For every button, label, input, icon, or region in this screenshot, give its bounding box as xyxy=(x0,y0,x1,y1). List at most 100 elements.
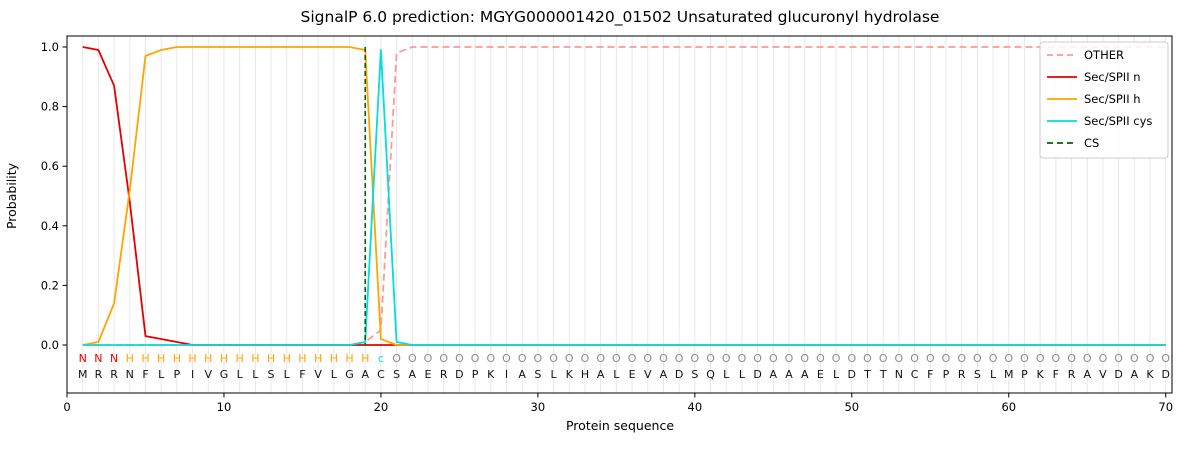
plot-border xyxy=(66,35,1173,394)
region-label: H xyxy=(314,352,322,365)
region-label: O xyxy=(534,352,543,365)
residue-letter: S xyxy=(974,368,981,381)
residue-letter: T xyxy=(863,368,871,381)
region-label: O xyxy=(643,352,652,365)
region-label: O xyxy=(1020,352,1029,365)
residue-letter: A xyxy=(1131,368,1139,381)
residue-letter: P xyxy=(472,368,479,381)
residue-letter: A xyxy=(660,368,668,381)
region-label: O xyxy=(549,352,558,365)
residue-letter: Q xyxy=(706,368,715,381)
region-label: O xyxy=(1130,352,1139,365)
residue-letter: A xyxy=(597,368,605,381)
legend-label: Sec/SPII cys xyxy=(1084,114,1152,128)
residue-letter: E xyxy=(425,368,432,381)
residue-letter: C xyxy=(377,368,385,381)
series-line-sec-spii-h xyxy=(82,46,1166,346)
y-tick-label: 0.4 xyxy=(41,219,59,233)
region-label: N xyxy=(94,352,102,365)
region-label: H xyxy=(141,352,149,365)
x-tick-label: 60 xyxy=(1001,400,1016,414)
residue-letter: V xyxy=(314,368,322,381)
residue-letter: H xyxy=(581,368,589,381)
residue-letter: L xyxy=(723,368,730,381)
series-line-sec-spii-n xyxy=(82,46,1166,346)
region-label: O xyxy=(1083,352,1092,365)
region-label: O xyxy=(753,352,762,365)
residue-letter: F xyxy=(1053,368,1059,381)
region-label: O xyxy=(486,352,495,365)
region-label: O xyxy=(691,352,700,365)
region-label: H xyxy=(251,352,259,365)
residue-letter: D xyxy=(753,368,761,381)
x-tick-label: 30 xyxy=(531,400,546,414)
x-tick-label: 40 xyxy=(688,400,703,414)
residue-letter: D xyxy=(455,368,463,381)
region-label: O xyxy=(1052,352,1061,365)
region-label: O xyxy=(989,352,998,365)
region-label: O xyxy=(424,352,433,365)
region-label: O xyxy=(1067,352,1076,365)
chart-title: SignalP 6.0 prediction: MGYG000001420_01… xyxy=(301,8,940,27)
residue-letter: L xyxy=(551,368,558,381)
y-tick-label: 0.0 xyxy=(41,338,59,352)
residue-letter: L xyxy=(331,368,338,381)
region-label: H xyxy=(204,352,212,365)
region-label: H xyxy=(220,352,228,365)
legend: OTHER Sec/SPII n Sec/SPII h Sec/SPII cys CS xyxy=(1039,41,1169,159)
region-label: H xyxy=(173,352,181,365)
residue-letter: L xyxy=(158,368,165,381)
residue-letter: A xyxy=(361,368,369,381)
residue-letter: L xyxy=(990,368,997,381)
region-label: H xyxy=(330,352,338,365)
residue-letter: I xyxy=(191,368,194,381)
region-label: O xyxy=(1036,352,1045,365)
residue-letter: L xyxy=(237,368,244,381)
residue-letter: R xyxy=(440,368,448,381)
region-label: O xyxy=(675,352,684,365)
region-label: O xyxy=(1161,352,1170,365)
region-label: O xyxy=(847,352,856,365)
residue-letter: P xyxy=(174,368,181,381)
region-label: O xyxy=(879,352,888,365)
region-label: H xyxy=(188,352,196,365)
x-tick-label: 70 xyxy=(1158,400,1173,414)
region-label: O xyxy=(942,352,951,365)
legend-label: CS xyxy=(1084,136,1099,150)
residue-letter: K xyxy=(1037,368,1045,381)
legend-label: OTHER xyxy=(1084,48,1124,62)
residue-letter: A xyxy=(801,368,809,381)
region-label: O xyxy=(1146,352,1155,365)
residue-letter: D xyxy=(848,368,856,381)
series-line-sec-spii-cys xyxy=(82,49,1166,346)
ticks: 0 10 20 30 40 50 60 70 0.0 0.2 0.4 0.6 0.8 1.0 xyxy=(41,40,1173,414)
region-label: O xyxy=(785,352,794,365)
residue-letter: M xyxy=(78,368,88,381)
residue-letter: V xyxy=(204,368,212,381)
region-label: O xyxy=(895,352,904,365)
residue-letter: V xyxy=(1099,368,1107,381)
region-label: H xyxy=(267,352,275,365)
residue-letter: S xyxy=(268,368,275,381)
residue-letter: L xyxy=(613,368,620,381)
residue-letter: V xyxy=(644,368,652,381)
series xyxy=(82,46,1166,346)
residue-letter: S xyxy=(691,368,698,381)
residue-letter: K xyxy=(487,368,495,381)
residue-letter: F xyxy=(299,368,305,381)
residue-letter: F xyxy=(927,368,933,381)
region-label: H xyxy=(345,352,353,365)
region-label: O xyxy=(502,352,511,365)
residue-letter: R xyxy=(958,368,966,381)
region-label: H xyxy=(157,352,165,365)
residue-letter: A xyxy=(409,368,417,381)
residue-letter: L xyxy=(739,368,746,381)
residue-letter: S xyxy=(534,368,541,381)
residue-letter: E xyxy=(817,368,824,381)
residue-letter: D xyxy=(1161,368,1169,381)
x-tick-label: 0 xyxy=(63,400,70,414)
region-label: O xyxy=(408,352,417,365)
